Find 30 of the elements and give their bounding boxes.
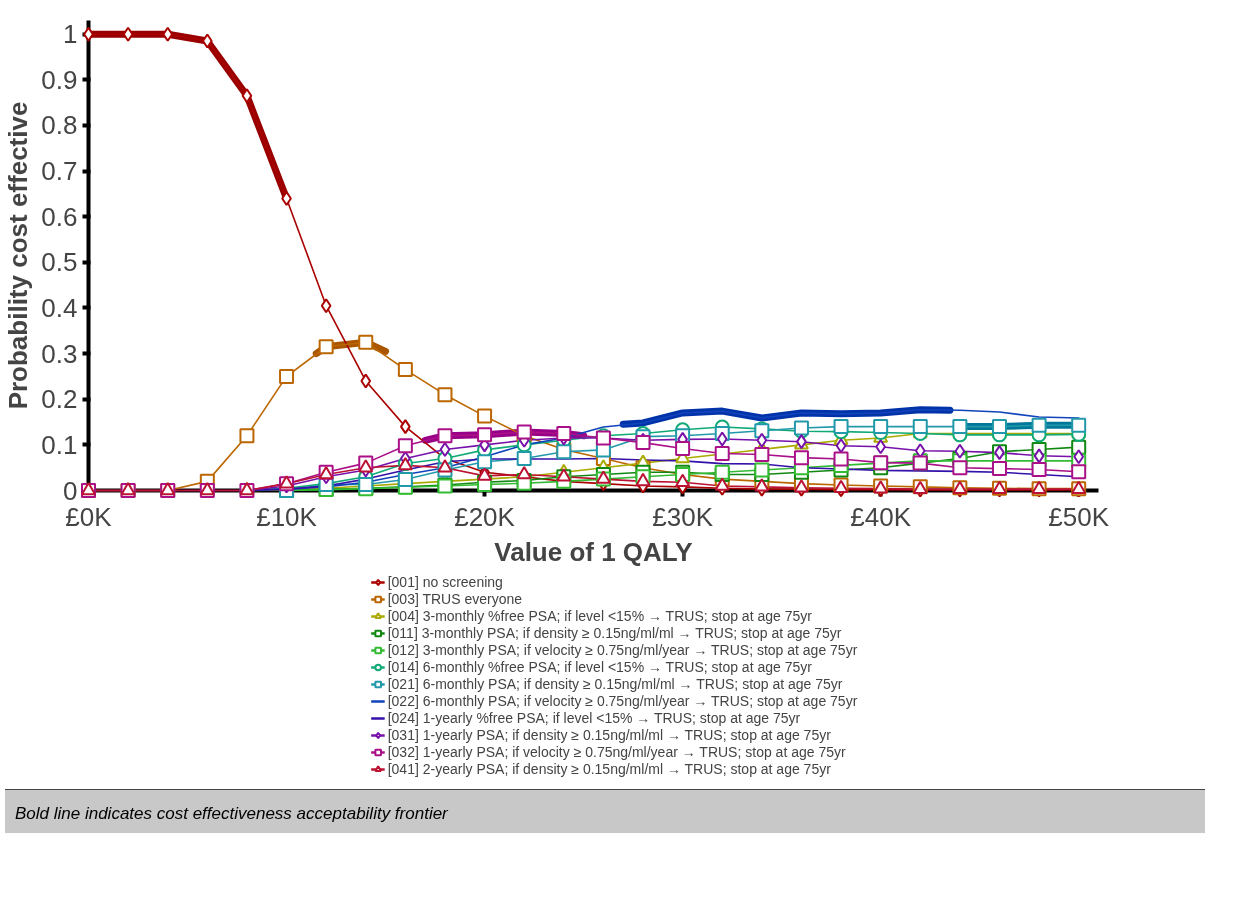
text: Bold line indicates cost effectiveness acceptability frontier	[15, 803, 448, 825]
legend-label: [032] 1-yearly PSA; if velocity ≥ 0.75ng/ml/year → TRUS; stop at age 75yr	[387, 744, 846, 760]
y-tick-label: 1	[63, 19, 78, 50]
y-tick-label: 0.3	[41, 338, 78, 369]
legend-label: [024] 1-yearly %free PSA; if level <15% → TRUS; stop at age 75yr	[387, 710, 801, 726]
x-tick-label: £30K	[652, 501, 714, 532]
x-tick-label: £50K	[1048, 501, 1110, 532]
y-tick-label: 0.5	[41, 247, 78, 278]
legend-label: [001] no screening	[387, 574, 503, 590]
legend-label: [014] 6-monthly %free PSA; if level <15% → TRUS; stop at age 75yr	[387, 659, 812, 675]
legend-label: [011] 3-monthly PSA; if density ≥ 0.15ng/ml/ml → TRUS; stop at age 75yr	[387, 625, 842, 641]
x-axis-title: Value of 1 QALY	[494, 536, 693, 567]
y-tick-label: 0.7	[41, 156, 78, 187]
y-tick-label: 0.9	[41, 64, 78, 95]
legend-label: [003] TRUS everyone	[387, 591, 523, 607]
legend-label: [021] 6-monthly PSA; if density ≥ 0.15ng/ml/ml → TRUS; stop at age 75yr	[387, 676, 843, 692]
y-axis-title: Probability cost effective	[3, 101, 34, 410]
x-tick-label: £40K	[850, 501, 912, 532]
y-tick-label: 0.8	[41, 110, 78, 141]
y-tick-label: 0.2	[41, 384, 78, 415]
legend-label: [022] 6-monthly PSA; if velocity ≥ 0.75ng/ml/year → TRUS; stop at age 75yr	[387, 693, 858, 709]
legend-label: [012] 3-monthly PSA; if velocity ≥ 0.75ng/ml/year → TRUS; stop at age 75yr	[387, 642, 858, 658]
y-tick-label: 0.4	[41, 292, 78, 323]
x-tick-label: £20K	[454, 501, 516, 532]
legend-label: [004] 3-monthly %free PSA; if level <15% → TRUS; stop at age 75yr	[387, 608, 812, 624]
y-tick-label: 0.1	[41, 429, 78, 460]
legend-label: [041] 2-yearly PSA; if density ≥ 0.15ng/ml/ml → TRUS; stop at age 75yr	[387, 761, 831, 777]
x-tick-label: £10K	[256, 501, 318, 532]
legend-label: [031] 1-yearly PSA; if density ≥ 0.15ng/ml/ml → TRUS; stop at age 75yr	[387, 727, 831, 743]
y-tick-label: 0.6	[41, 201, 78, 232]
